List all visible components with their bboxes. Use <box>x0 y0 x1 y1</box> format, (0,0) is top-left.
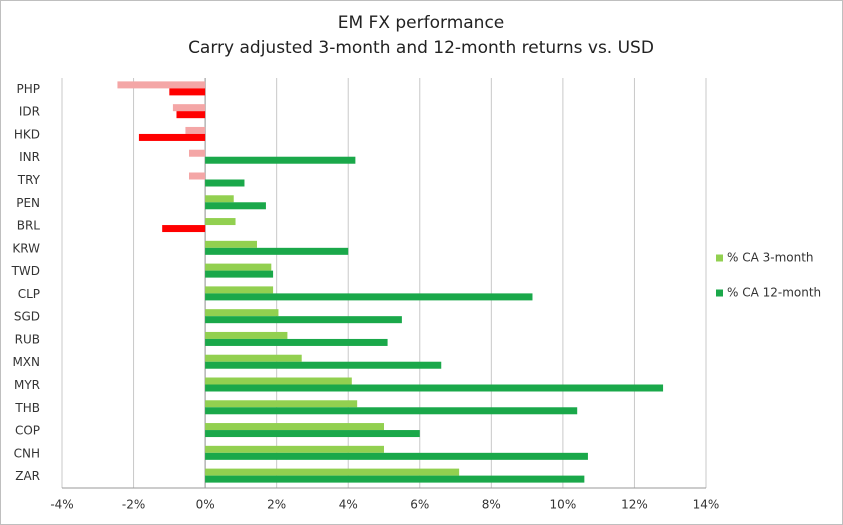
bar <box>205 218 236 226</box>
x-tick-label: 4% <box>339 498 358 512</box>
legend-label: % CA 3-month <box>727 251 814 265</box>
x-tick-label: 6% <box>410 498 429 512</box>
y-tick-label: IDR <box>19 105 40 119</box>
y-tick-label: SGD <box>14 310 40 324</box>
x-tick-label: -2% <box>122 498 145 512</box>
bar <box>117 81 206 89</box>
bar <box>205 179 245 187</box>
bar <box>205 247 349 255</box>
bar <box>205 286 274 294</box>
legend-swatch <box>716 289 723 297</box>
bar <box>205 195 234 203</box>
legend-swatch <box>716 254 723 262</box>
x-tick-label: 14% <box>693 498 720 512</box>
bar <box>189 172 206 180</box>
x-tick-label: 12% <box>621 498 648 512</box>
bar <box>205 407 578 415</box>
bar <box>205 293 533 301</box>
bar <box>205 263 272 271</box>
y-tick-label: CLP <box>18 287 40 301</box>
x-tick-label: 10% <box>550 498 577 512</box>
bar <box>189 149 206 157</box>
bar <box>205 430 420 438</box>
x-tick-label: 2% <box>267 498 286 512</box>
y-tick-label: INR <box>19 150 40 164</box>
y-tick-label: ZAR <box>15 469 40 483</box>
bar <box>205 452 588 460</box>
y-tick-label: CNH <box>14 446 40 460</box>
y-tick-label: MYR <box>14 378 40 392</box>
bar <box>138 133 206 141</box>
bar <box>205 270 274 278</box>
y-tick-label: COP <box>15 424 40 438</box>
bar <box>205 400 358 408</box>
chart-title: EM FX performance <box>338 13 505 33</box>
bar <box>205 384 664 392</box>
y-tick-label: HKD <box>14 127 40 141</box>
bar <box>205 423 384 431</box>
x-tick-label: 8% <box>482 498 501 512</box>
bar <box>205 309 279 317</box>
bar <box>205 156 356 164</box>
y-tick-label: BRL <box>17 219 41 233</box>
bar <box>185 126 206 134</box>
bar <box>205 377 352 385</box>
bar <box>205 240 257 248</box>
x-tick-label: -4% <box>50 498 73 512</box>
bar <box>205 354 302 362</box>
y-tick-label: KRW <box>12 241 40 255</box>
bar <box>162 225 206 233</box>
legend-label: % CA 12-month <box>727 286 821 300</box>
bar <box>205 361 442 369</box>
y-tick-label: TWD <box>11 264 40 278</box>
x-tick-label: 0% <box>196 498 215 512</box>
y-tick-label: MXN <box>12 355 40 369</box>
y-tick-label: THB <box>14 401 40 415</box>
bar <box>205 468 460 476</box>
y-tick-label: RUB <box>15 332 40 346</box>
y-tick-label: TRY <box>17 173 41 187</box>
y-tick-label: PHP <box>17 82 41 96</box>
bar <box>205 202 266 210</box>
bar <box>176 111 206 119</box>
y-tick-label: PEN <box>16 196 40 210</box>
bar <box>205 338 388 346</box>
bar <box>172 104 206 112</box>
bar <box>205 445 384 453</box>
bar <box>169 88 206 96</box>
bar <box>205 475 585 483</box>
chart-subtitle: Carry adjusted 3-month and 12-month retu… <box>188 38 654 58</box>
bar <box>205 331 288 339</box>
bar <box>205 316 402 324</box>
